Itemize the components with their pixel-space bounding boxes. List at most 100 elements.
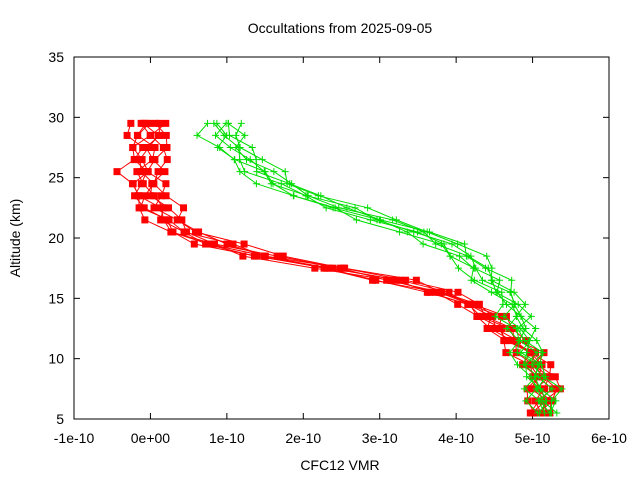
- data-point: [396, 228, 404, 236]
- data-point: [533, 385, 541, 393]
- data-point: [454, 264, 462, 272]
- x-tick-label: -1e-10: [54, 430, 95, 446]
- data-point: [258, 156, 266, 164]
- data-point: [157, 192, 165, 200]
- data-point: [366, 216, 374, 224]
- data-point: [547, 361, 555, 369]
- data-point: [410, 228, 418, 236]
- data-point: [226, 131, 234, 139]
- data-point: [521, 300, 529, 308]
- data-point: [339, 264, 347, 272]
- data-point: [314, 192, 322, 200]
- data-point: [462, 252, 470, 260]
- data-point: [520, 385, 528, 393]
- data-point: [519, 325, 527, 332]
- data-point: [162, 180, 170, 188]
- data-point: [146, 131, 154, 139]
- data-point: [437, 288, 445, 296]
- data-point: [352, 216, 360, 224]
- data-point: [396, 276, 404, 284]
- data-point: [161, 168, 169, 176]
- data-point: [150, 204, 158, 212]
- data-point: [165, 204, 173, 212]
- data-point: [496, 276, 504, 284]
- data-point: [546, 373, 554, 381]
- data-point: [155, 119, 163, 127]
- data-point: [446, 252, 454, 260]
- data-point: [558, 385, 566, 393]
- data-point: [509, 325, 517, 332]
- y-ticks: 5 10 15 20 25 30 35: [48, 49, 609, 427]
- series-green: [193, 119, 566, 417]
- data-point: [392, 216, 400, 224]
- data-point: [492, 325, 500, 332]
- series-layer: [113, 119, 566, 417]
- data-point: [162, 119, 170, 127]
- data-point: [239, 252, 247, 260]
- data-point: [253, 168, 261, 176]
- data-point: [279, 252, 287, 260]
- data-point: [131, 192, 139, 200]
- y-axis-label: Altitude (km): [7, 199, 23, 278]
- x-tick-label: 2e-10: [285, 430, 321, 446]
- data-point: [159, 204, 167, 212]
- data-point: [322, 264, 330, 272]
- data-point: [142, 144, 150, 151]
- data-point: [252, 156, 260, 164]
- data-point: [477, 312, 485, 320]
- data-point: [419, 240, 427, 248]
- profile-line: [214, 123, 553, 414]
- plot-frame: [73, 56, 610, 420]
- data-point: [329, 264, 337, 272]
- data-point: [261, 252, 269, 260]
- profile-line: [228, 123, 558, 414]
- data-point: [157, 216, 165, 224]
- data-point: [143, 168, 151, 176]
- data-point: [531, 373, 539, 381]
- data-point: [488, 264, 496, 272]
- data-point: [162, 192, 170, 200]
- data-point: [523, 373, 531, 381]
- data-point: [503, 300, 511, 308]
- data-point: [322, 204, 330, 212]
- data-point: [169, 228, 177, 236]
- data-point: [500, 312, 508, 320]
- data-point: [386, 276, 394, 284]
- data-point: [481, 312, 489, 320]
- data-point: [241, 168, 249, 176]
- y-tick-label: 30: [48, 109, 64, 125]
- data-point: [445, 288, 453, 296]
- data-point: [236, 156, 244, 164]
- data-point: [511, 337, 519, 345]
- data-point: [383, 276, 391, 284]
- data-point: [277, 180, 285, 188]
- data-point: [513, 361, 521, 369]
- data-point: [454, 240, 462, 248]
- data-point: [481, 264, 489, 272]
- data-point: [512, 312, 520, 320]
- chart-title: Occultations from 2025-09-05: [248, 20, 433, 36]
- data-point: [343, 204, 351, 212]
- data-point: [423, 288, 431, 296]
- data-point: [129, 144, 137, 151]
- data-point: [351, 204, 359, 212]
- data-point: [210, 119, 218, 127]
- data-point: [131, 156, 139, 164]
- x-tick-label: 5e-10: [515, 430, 551, 446]
- data-point: [501, 337, 509, 345]
- data-point: [270, 168, 278, 176]
- data-point: [283, 180, 291, 188]
- data-point: [478, 276, 486, 284]
- data-point: [137, 168, 145, 176]
- data-point: [539, 397, 547, 405]
- data-point: [136, 156, 144, 164]
- data-point: [491, 312, 499, 320]
- profile-line: [213, 123, 551, 414]
- data-point: [487, 312, 495, 320]
- data-point: [243, 156, 251, 164]
- data-point: [527, 385, 535, 393]
- data-point: [182, 228, 190, 236]
- data-point: [134, 131, 142, 139]
- data-point: [431, 288, 439, 296]
- data-point: [548, 397, 556, 405]
